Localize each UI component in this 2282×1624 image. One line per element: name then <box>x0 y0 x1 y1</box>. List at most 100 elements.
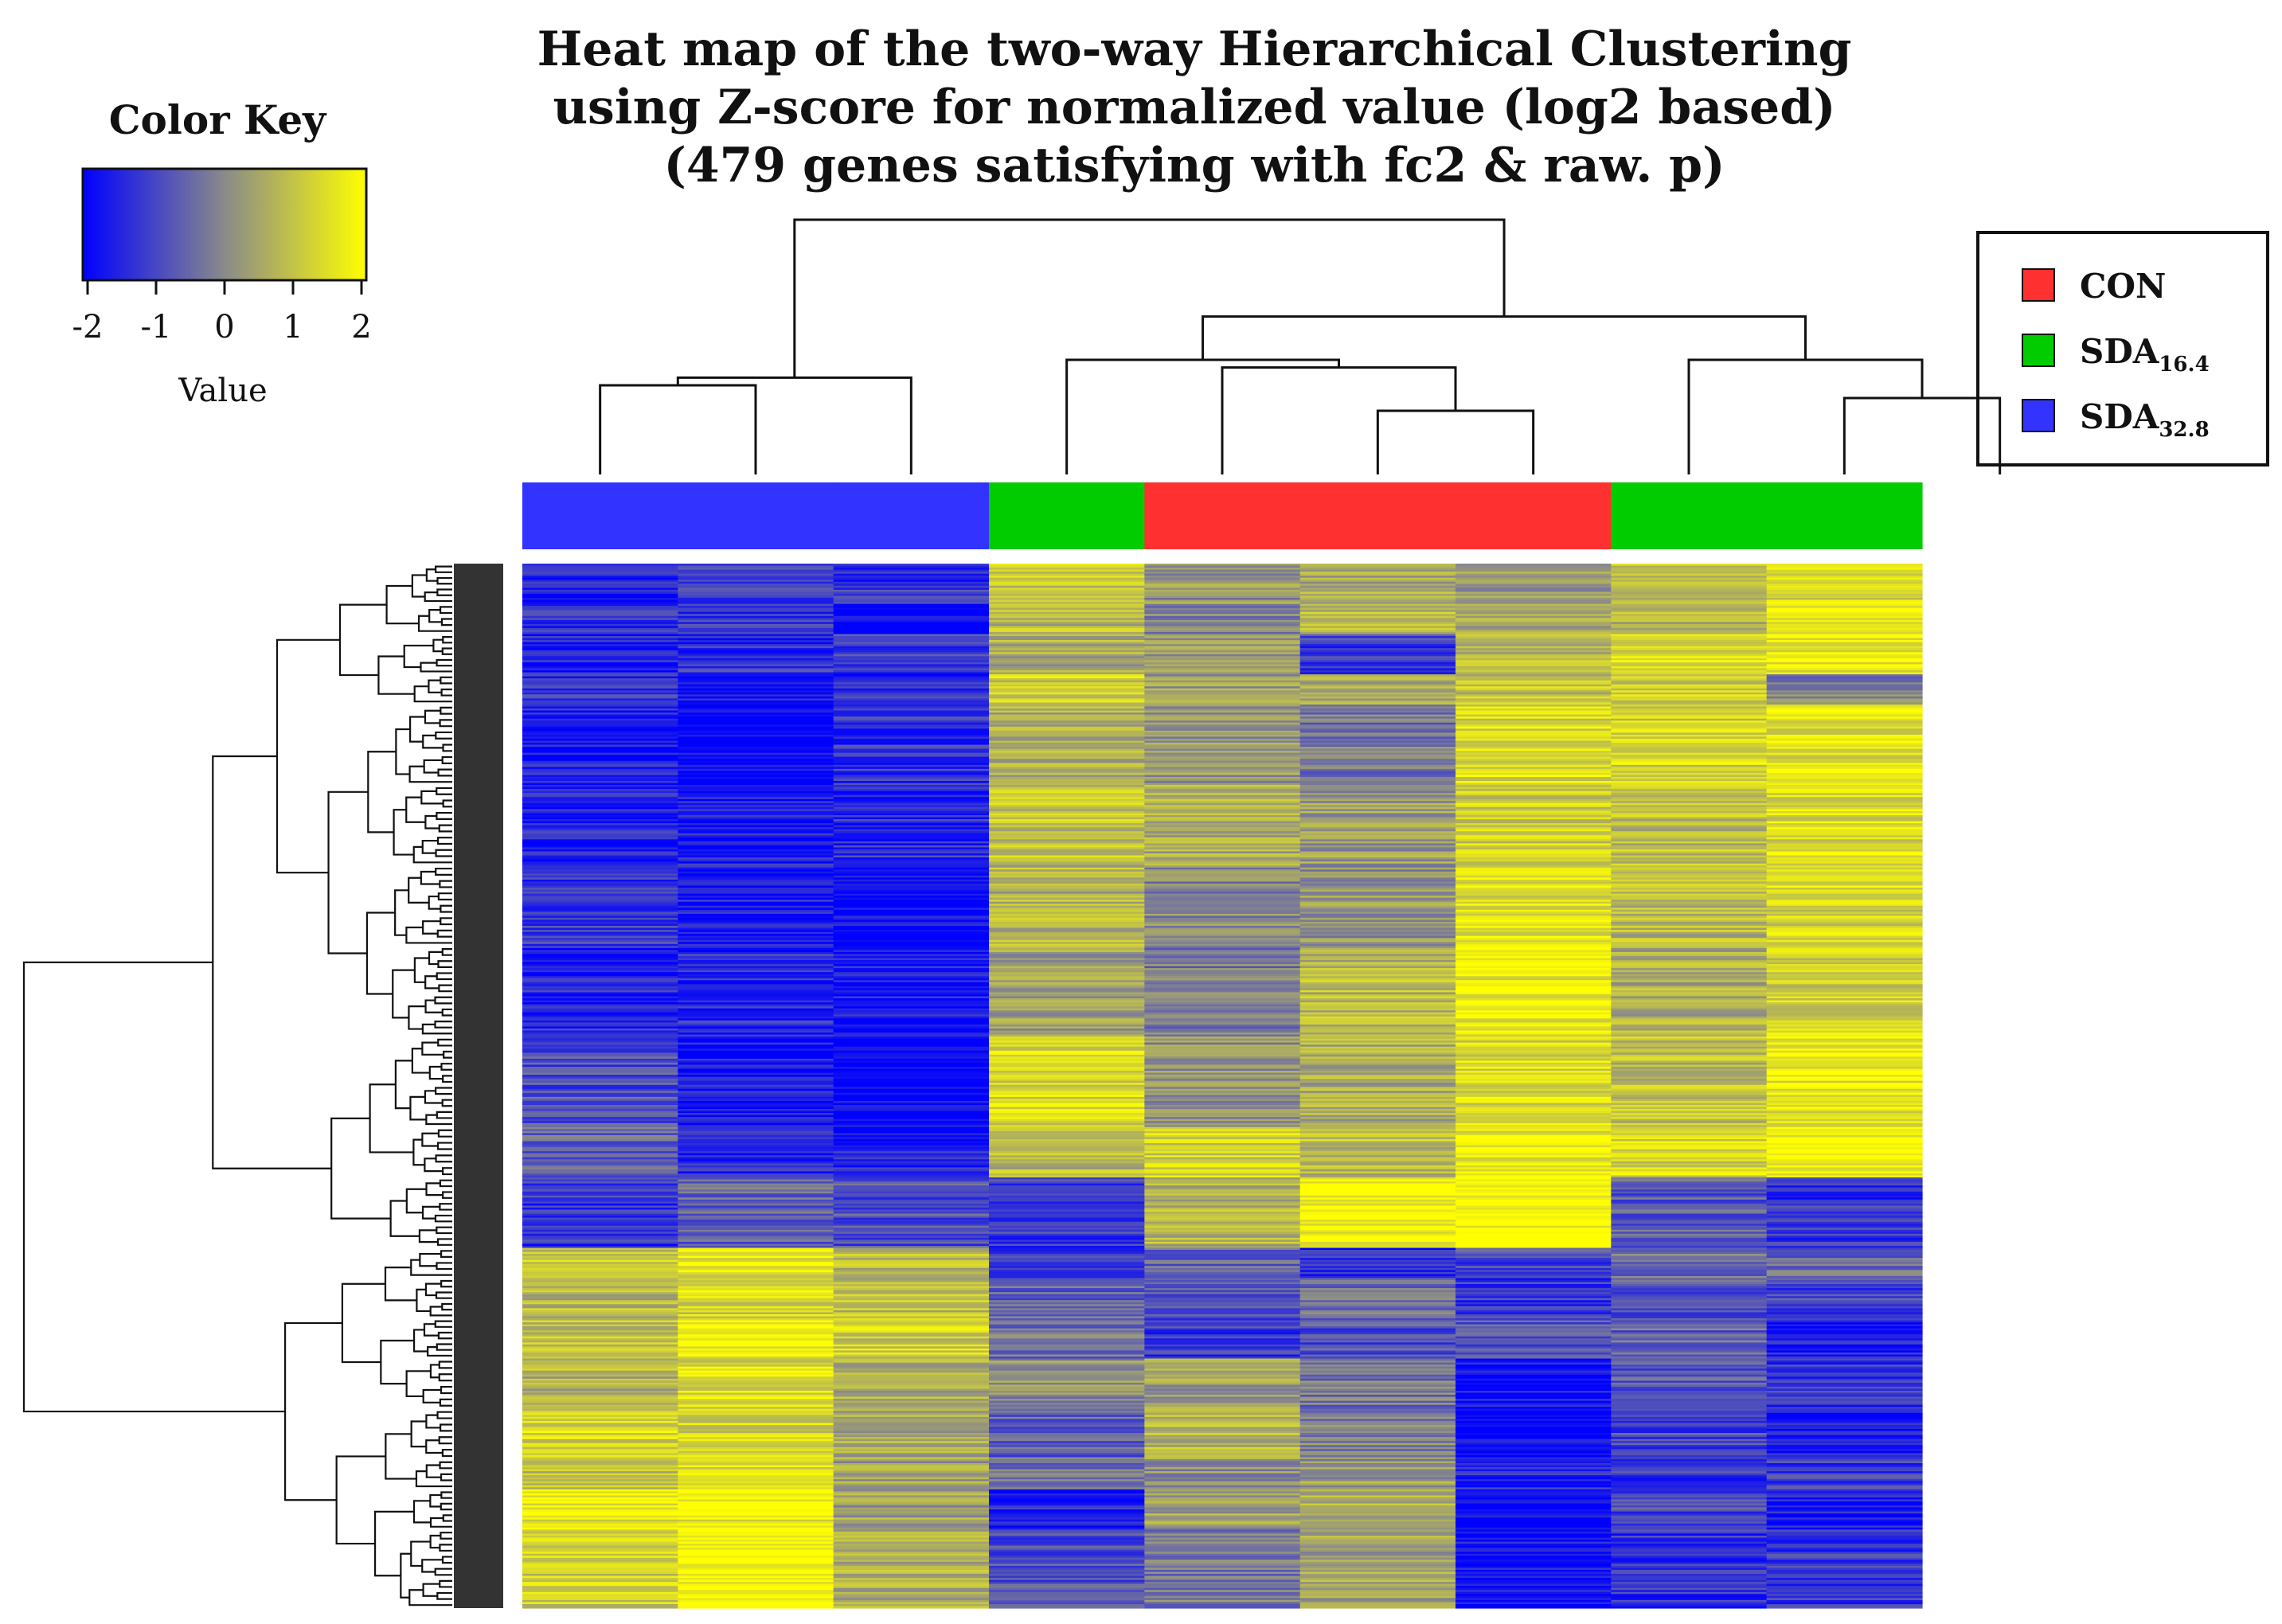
heatmap-cell <box>522 772 678 776</box>
heatmap-cell <box>1144 1241 1301 1245</box>
heatmap-cell <box>678 718 834 721</box>
heatmap-cell <box>1299 900 1456 903</box>
heatmap-cell <box>1456 732 1612 736</box>
heatmap-cell <box>678 904 834 907</box>
heatmap-cell <box>1766 1549 1923 1552</box>
heatmap-cell <box>989 1332 1145 1335</box>
heatmap-cell <box>1144 1481 1301 1484</box>
heatmap-cell <box>522 1071 678 1074</box>
heatmap-cell <box>1456 867 1612 870</box>
heatmap-cell <box>522 1598 678 1601</box>
heatmap-cell <box>1299 1404 1456 1407</box>
heatmap-cell <box>833 958 990 961</box>
heatmap-cell <box>1299 1407 1456 1410</box>
heatmap-cell <box>1766 794 1923 798</box>
heatmap-cell <box>1299 1523 1456 1526</box>
heatmap-cell <box>1456 964 1612 967</box>
heatmap-cell <box>989 716 1145 720</box>
row-dendrogram-branch <box>424 814 440 830</box>
heatmap-cell <box>989 955 1145 959</box>
heatmap-cell <box>1766 919 1923 923</box>
heatmap-cell <box>1456 923 1612 927</box>
heatmap-cell <box>1766 1587 1923 1591</box>
heatmap-cell <box>1766 1169 1923 1173</box>
heatmap-cell <box>522 764 678 767</box>
heatmap-cell <box>1144 1330 1301 1333</box>
heatmap-cell <box>1299 1233 1456 1236</box>
heatmap-cell <box>522 771 678 774</box>
heatmap-cell <box>1456 988 1612 991</box>
heatmap-cell <box>833 875 990 878</box>
heatmap-cell <box>1299 1071 1456 1074</box>
heatmap-cell <box>989 802 1145 806</box>
heatmap-cell <box>1611 1118 1768 1122</box>
heatmap-cell <box>1456 771 1612 774</box>
heatmap-cell <box>833 636 990 639</box>
heatmap-cell <box>989 984 1145 987</box>
heatmap-cell <box>522 1563 678 1567</box>
heatmap-cell <box>678 688 834 691</box>
heatmap-cell <box>1766 607 1923 611</box>
heatmap-cell <box>1456 672 1612 675</box>
heatmap-cell <box>1611 1183 1768 1186</box>
color-key-gradient <box>81 167 368 282</box>
heatmap-cell <box>1144 962 1301 965</box>
row-dendrogram-branch <box>442 1191 452 1199</box>
heatmap-cell <box>1611 869 1768 873</box>
heatmap-cell <box>1456 1548 1612 1551</box>
heatmap-cell <box>989 1354 1145 1357</box>
heatmap-cell <box>678 1569 834 1573</box>
heatmap-cell <box>1766 1211 1923 1215</box>
heatmap-cell <box>833 855 990 858</box>
heatmap-cell <box>833 797 990 800</box>
heatmap-cell <box>1456 1544 1612 1547</box>
heatmap-cell <box>678 859 834 862</box>
heatmap-cell <box>1766 1296 1923 1299</box>
heatmap-cell <box>1611 619 1768 623</box>
heatmap-cell <box>1766 867 1923 870</box>
heatmap-cell <box>1611 1541 1768 1544</box>
heatmap-cell <box>522 1096 678 1100</box>
heatmap-cell <box>1299 810 1456 814</box>
heatmap-cell <box>1144 805 1301 808</box>
heatmap-cell <box>1766 1590 1923 1593</box>
heatmap-cell <box>1766 1018 1923 1021</box>
heatmap-cell <box>1766 1332 1923 1335</box>
heatmap-cell <box>678 726 834 729</box>
heatmap-cell <box>522 875 678 878</box>
heatmap-cell <box>1144 1199 1301 1202</box>
heatmap-cell <box>1144 726 1301 729</box>
heatmap-cell <box>522 1330 678 1333</box>
heatmap-cell <box>1611 1515 1768 1518</box>
heatmap-cell <box>678 755 834 758</box>
heatmap-cell <box>1766 1229 1923 1232</box>
heatmap-cell <box>522 732 678 736</box>
heatmap-cell <box>1611 1354 1768 1357</box>
heatmap-cell <box>1766 772 1923 776</box>
row-dendrogram-branch <box>442 1167 452 1176</box>
heatmap-cell <box>1456 1407 1612 1410</box>
heatmap-cell <box>833 1088 990 1091</box>
heatmap-cell <box>833 1282 990 1285</box>
heatmap-cell <box>1611 588 1768 591</box>
heatmap-cell <box>833 859 990 862</box>
heatmap-cell <box>1144 1544 1301 1547</box>
heatmap-cell <box>833 1545 990 1548</box>
heatmap-cell <box>833 809 990 812</box>
heatmap-cell <box>1456 908 1612 911</box>
heatmap-cell <box>989 992 1145 995</box>
heatmap-cell <box>1144 1012 1301 1015</box>
heatmap-cell <box>833 1099 990 1102</box>
heatmap-cell <box>1766 1113 1923 1116</box>
heatmap-cell <box>1299 873 1456 876</box>
heatmap-cell <box>1456 1388 1612 1392</box>
heatmap-cell <box>1144 1036 1301 1040</box>
heatmap-cell <box>989 794 1145 798</box>
heatmap-cell <box>522 1408 678 1411</box>
heatmap-cell <box>522 1360 678 1364</box>
heatmap-cell <box>522 1487 678 1490</box>
heatmap-cell <box>833 1591 990 1595</box>
heatmap-cell <box>1611 698 1768 701</box>
heatmap-cell <box>1611 947 1768 951</box>
heatmap-cell <box>1611 1302 1768 1305</box>
